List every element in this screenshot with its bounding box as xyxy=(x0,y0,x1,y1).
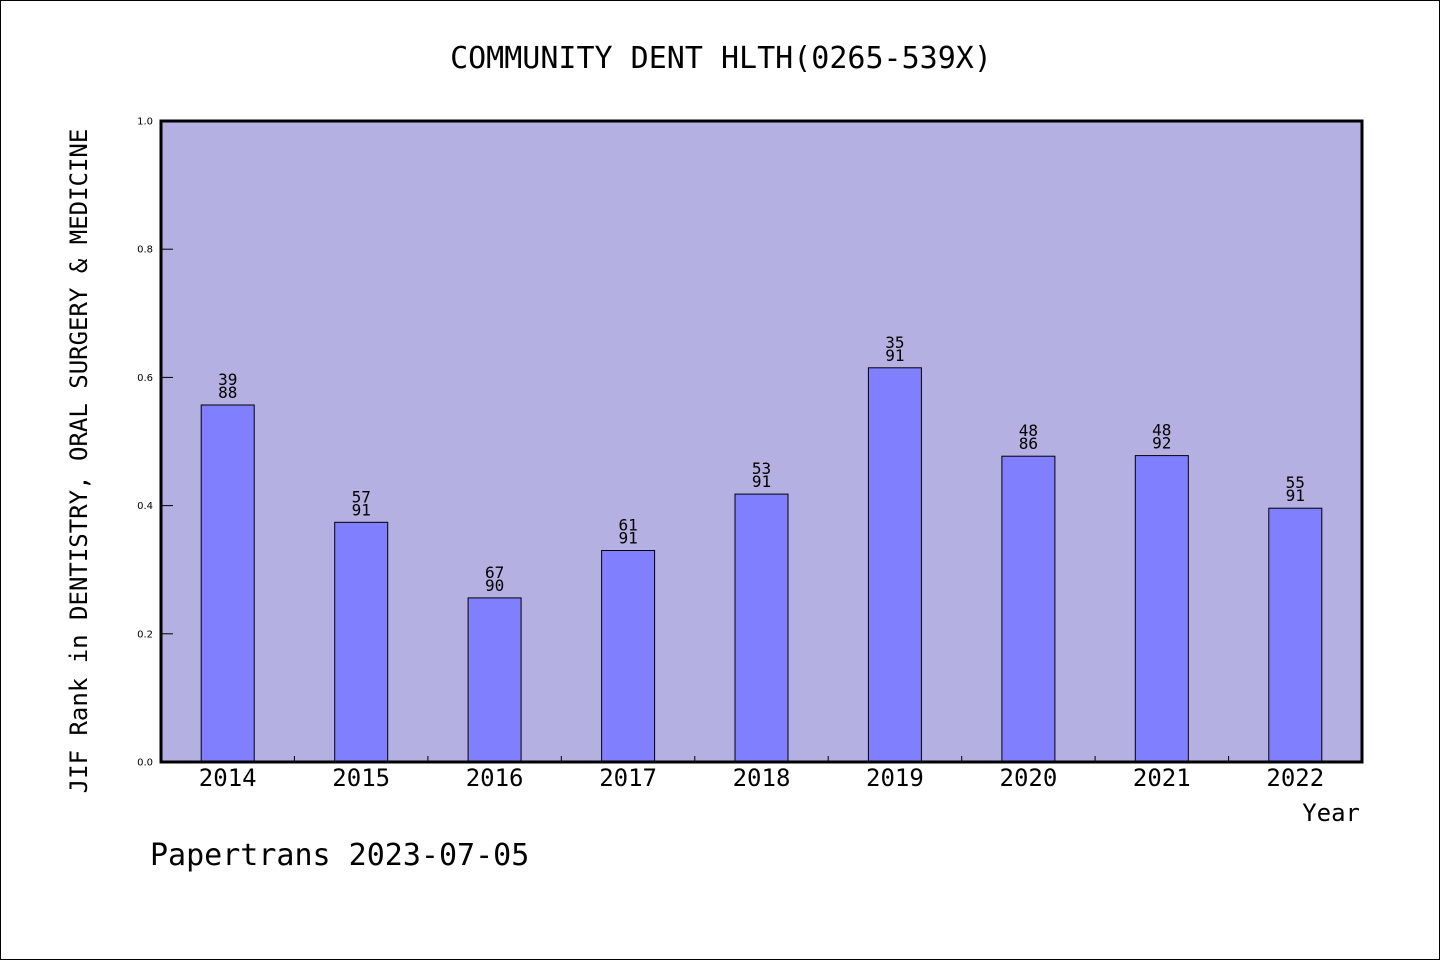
bar-label-rank-2022: 55 xyxy=(1286,473,1305,492)
x-tick-label-2020: 2020 xyxy=(1000,764,1058,792)
bar-label-rank-2019: 35 xyxy=(885,333,904,352)
y-axis-ticks: 0.0 0.2 0.4 0.6 0.8 1.0 xyxy=(137,117,173,769)
chart-title: COMMUNITY DENT HLTH(0265-539X) xyxy=(450,41,992,76)
y-axis-label: JIF Rank in DENTISTRY, ORAL SURGERY & ME… xyxy=(65,129,93,794)
y-tick-label-0.0: 0.0 xyxy=(137,758,153,769)
x-tick-label-2015: 2015 xyxy=(332,764,390,792)
bar-label-total-2019: 91 xyxy=(885,346,904,365)
y-tick-label-1.0: 1.0 xyxy=(137,117,153,128)
bar-label-total-2020: 86 xyxy=(1019,434,1038,453)
bar-label-total-2021: 92 xyxy=(1152,434,1171,453)
bar-2014 xyxy=(200,404,255,763)
bar-label-total-2016: 90 xyxy=(485,576,504,595)
bar-2022 xyxy=(1268,507,1323,763)
x-tick-label-2022: 2022 xyxy=(1266,764,1324,792)
x-axis-label: Year xyxy=(1302,799,1360,827)
bar-label-total-2018: 91 xyxy=(752,472,771,491)
bar-2017 xyxy=(601,550,656,763)
x-tick-label-2018: 2018 xyxy=(733,764,791,792)
y-tick-label-0.6: 0.6 xyxy=(137,373,153,384)
y-tick-label-0.8: 0.8 xyxy=(137,245,153,256)
y-tick-label-0.4: 0.4 xyxy=(137,501,153,512)
bar-2020 xyxy=(1001,455,1056,763)
x-tick-label-2017: 2017 xyxy=(599,764,657,792)
x-tick-label-2019: 2019 xyxy=(866,764,924,792)
x-axis-ticks: 2014 2015 2016 2017 2018 2019 2020 2021 2022 xyxy=(199,756,1324,792)
bar-label-rank-2014: 39 xyxy=(218,370,237,389)
bar-label-rank-2021: 48 xyxy=(1152,421,1171,440)
plot-frame xyxy=(159,119,1364,764)
footer-text: Papertrans 2023-07-05 xyxy=(150,838,529,873)
bar-2016 xyxy=(467,597,522,763)
bar-label-total-2017: 91 xyxy=(618,529,637,548)
bar-label-total-2015: 91 xyxy=(352,500,371,519)
bar-label-rank-2017: 61 xyxy=(618,516,637,535)
bar-label-total-2022: 91 xyxy=(1286,486,1305,505)
bar-label-total-2014: 88 xyxy=(218,383,237,402)
y-tick-label-0.2: 0.2 xyxy=(137,629,153,640)
bar-2015 xyxy=(334,521,389,763)
bar-label-rank-2015: 57 xyxy=(352,487,371,506)
x-tick-label-2014: 2014 xyxy=(199,764,257,792)
bar-2018 xyxy=(734,493,789,763)
bars-layer xyxy=(200,367,1323,763)
bar-label-rank-2016: 67 xyxy=(485,563,504,582)
x-tick-label-2016: 2016 xyxy=(466,764,524,792)
bar-2019 xyxy=(867,367,922,763)
bar-label-rank-2020: 48 xyxy=(1019,421,1038,440)
x-tick-label-2021: 2021 xyxy=(1133,764,1191,792)
bar-label-rank-2018: 53 xyxy=(752,459,771,478)
bar-2021 xyxy=(1134,455,1189,763)
